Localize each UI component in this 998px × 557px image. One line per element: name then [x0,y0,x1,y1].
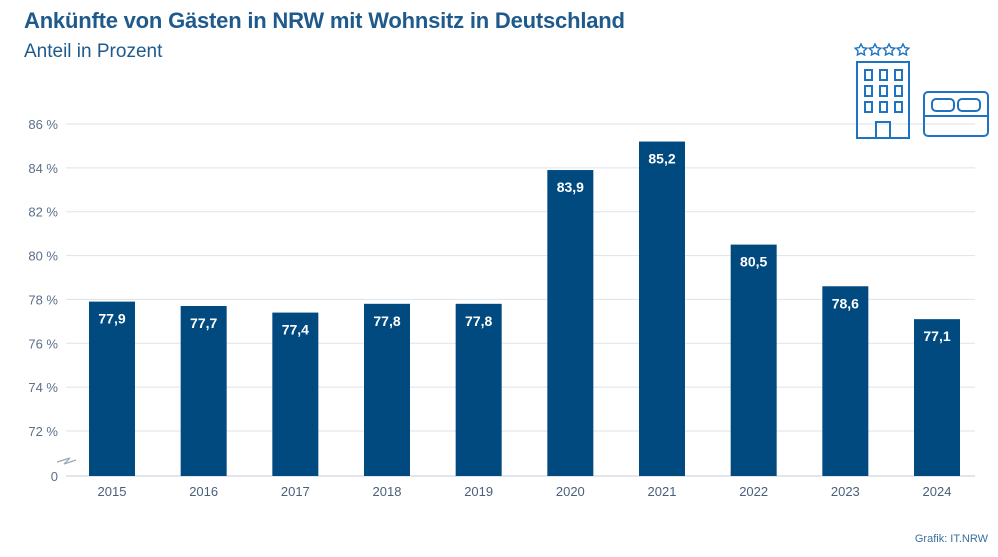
y-tick-label: 78 % [28,292,58,307]
x-tick-label: 2021 [648,484,677,499]
x-tick-label: 2020 [556,484,585,499]
y-tick-label: 86 % [28,117,58,132]
bar [914,319,960,476]
data-label: 77,8 [465,313,492,329]
x-tick-label: 2022 [739,484,768,499]
x-tick-label: 2023 [831,484,860,499]
data-label: 77,1 [923,328,950,344]
hotel-icon [853,42,911,139]
x-tick-label: 2017 [281,484,310,499]
x-tick-label: 2015 [98,484,127,499]
data-label: 78,6 [832,295,859,311]
y-tick-label: 76 % [28,336,58,351]
data-label: 85,2 [648,151,675,167]
x-tick-label: 2019 [464,484,493,499]
y-tick-label: 72 % [28,424,58,439]
source-credit: Grafik: IT.NRW [914,533,988,545]
y-tick-label: 0 [51,469,58,484]
bar [455,303,502,476]
data-label: 77,4 [282,322,309,338]
x-tick-label: 2024 [923,484,952,499]
y-tick-label: 80 % [28,249,58,264]
data-label: 80,5 [740,254,767,270]
data-label: 83,9 [557,179,584,195]
star-rating-icon [853,42,911,57]
y-tick-label: 74 % [28,380,58,395]
bar [639,141,685,477]
x-tick-label: 2016 [189,484,218,499]
chart-title: Ankünfte von Gästen in NRW mit Wohnsitz … [24,8,625,33]
y-tick-label: 84 % [28,161,58,176]
data-label: 77,9 [98,311,125,327]
bar [364,303,410,476]
bed-icon [923,91,989,137]
x-axis: 2015 2016 2017 2018 2019 2020 2021 2022 2023 2024 [98,484,952,499]
bar [272,312,319,476]
data-label: 77,7 [190,315,217,331]
bar [180,306,227,476]
bar [89,301,135,476]
y-axis: 72 % 74 % 76 % 78 % 80 % 82 % 84 % 86 % 0 [28,117,58,484]
bars: 77,9 77,7 77,4 77,8 77,8 83,9 85,2 80,5 78,6 77,1 [89,141,960,477]
bar [547,170,594,477]
bar [730,244,777,476]
chart-subtitle: Anteil in Prozent [24,41,163,62]
data-label: 77,8 [373,313,400,329]
axis-break-icon [56,457,77,465]
y-tick-label: 82 % [28,205,58,220]
x-tick-label: 2018 [373,484,402,499]
bar [822,286,869,476]
